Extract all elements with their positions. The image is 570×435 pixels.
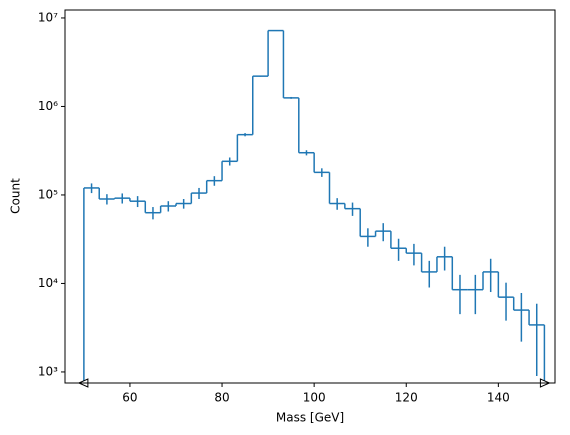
y-axis-label: Count — [9, 178, 23, 214]
x-tick-label: 140 — [487, 391, 510, 405]
y-tick-label: 10⁴ — [38, 276, 58, 290]
x-tick-label: 80 — [214, 391, 229, 405]
y-tick-label: 10⁵ — [38, 187, 58, 201]
x-tick-label: 100 — [303, 391, 326, 405]
y-tick-label: 10³ — [38, 364, 58, 378]
y-tick-label: 10⁷ — [38, 10, 58, 24]
y-tick-label: 10⁶ — [38, 99, 58, 113]
x-tick-label: 120 — [395, 391, 418, 405]
x-tick-label: 60 — [122, 391, 137, 405]
x-axis-label: Mass [GeV] — [276, 411, 344, 425]
plot-frame — [64, 9, 556, 384]
